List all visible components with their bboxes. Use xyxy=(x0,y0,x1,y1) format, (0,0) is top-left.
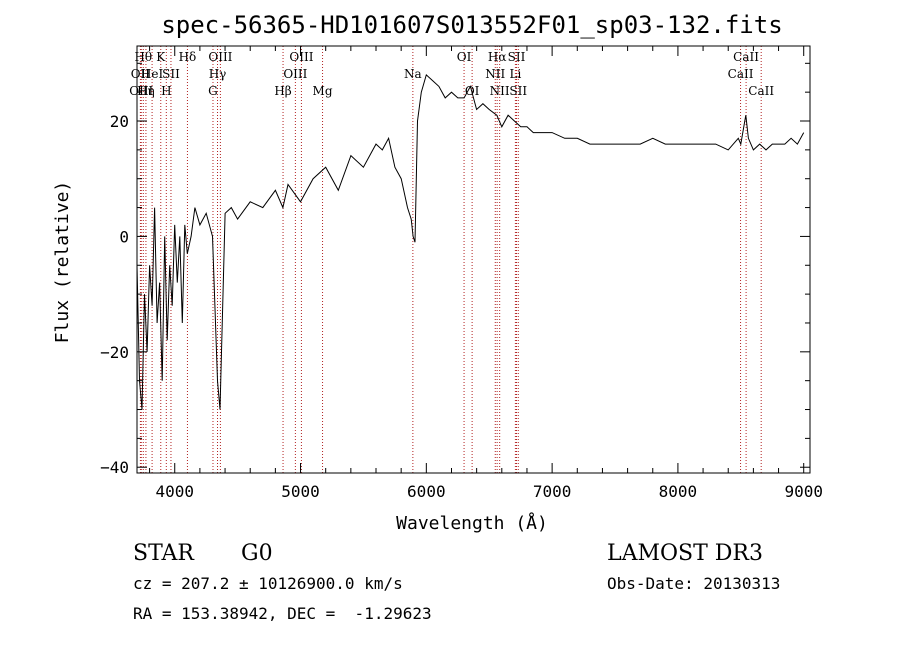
subclass-label: G0 xyxy=(241,541,273,566)
line-marker-label: Mg xyxy=(313,84,333,98)
radec-line: RA = 153.38942, DEC = -1.29623 xyxy=(133,604,432,623)
line-marker-label: OI xyxy=(457,50,472,64)
line-marker-label: OIII xyxy=(208,50,232,64)
line-marker-label: HeI xyxy=(141,67,164,81)
line-marker-label: Na xyxy=(404,67,422,81)
line-marker-label: CaII xyxy=(748,84,774,98)
spectrum-line xyxy=(136,73,805,410)
line-marker-label: CaII xyxy=(728,67,754,81)
line-marker-label: SII xyxy=(508,50,526,64)
plot-frame xyxy=(136,45,811,474)
line-marker-label: OIII xyxy=(129,84,153,98)
line-marker-label: Li xyxy=(509,67,521,81)
x-tick-label: 6000 xyxy=(407,482,446,501)
y-tick-label: 0 xyxy=(119,227,129,246)
line-marker-label: SII xyxy=(162,67,180,81)
x-axis: 4000 5000 6000 7000 8000 9000 xyxy=(149,46,823,501)
line-marker-label: Hα xyxy=(488,50,507,64)
x-tick-label: 4000 xyxy=(155,482,194,501)
line-marker-labels: OII OIII Hθ Hη HeI K H SII Hδ G Hγ OIII Hβ OIII OIII Mg… xyxy=(129,50,774,98)
line-marker-label: OIII xyxy=(289,50,313,64)
cz-line: cz = 207.2 ± 10126900.0 km/s xyxy=(133,574,403,593)
line-marker-label: Hβ xyxy=(274,84,291,98)
chart-title: spec-56365-HD101607S013552F01_sp03-132.f… xyxy=(161,11,782,39)
line-marker-label: OIII xyxy=(283,67,307,81)
x-tick-label: 9000 xyxy=(784,482,823,501)
class-label: STAR xyxy=(133,541,195,566)
y-tick-label: 20 xyxy=(110,112,129,131)
survey-label: LAMOST DR3 xyxy=(607,541,763,566)
line-marker-label: NII xyxy=(485,67,505,81)
y-axis-label: Flux (relative) xyxy=(52,181,73,344)
line-marker-label: OI xyxy=(465,84,480,98)
line-marker-label: CaII xyxy=(733,50,759,64)
line-marker-label: NII xyxy=(490,84,510,98)
line-marker-label: Hδ xyxy=(179,50,197,64)
obs-date-line: Obs-Date: 20130313 xyxy=(607,574,780,593)
line-marker-label: H xyxy=(161,84,171,98)
y-axis: −40 −20 0 20 xyxy=(100,62,810,477)
line-marker-label: SII xyxy=(509,84,527,98)
y-tick-label: −40 xyxy=(100,458,129,477)
x-tick-label: 5000 xyxy=(281,482,320,501)
y-tick-label: −20 xyxy=(100,343,129,362)
line-marker-label: Hγ xyxy=(209,67,227,81)
line-marker-label: Hθ xyxy=(134,50,152,64)
x-tick-label: 7000 xyxy=(533,482,572,501)
line-marker-label: K xyxy=(156,50,166,64)
x-axis-label: Wavelength (Å) xyxy=(396,512,548,534)
line-marker-label: Hη xyxy=(137,84,155,98)
line-marker-label: G xyxy=(208,84,218,98)
x-tick-label: 8000 xyxy=(659,482,698,501)
line-marker-label: OII xyxy=(131,67,151,81)
